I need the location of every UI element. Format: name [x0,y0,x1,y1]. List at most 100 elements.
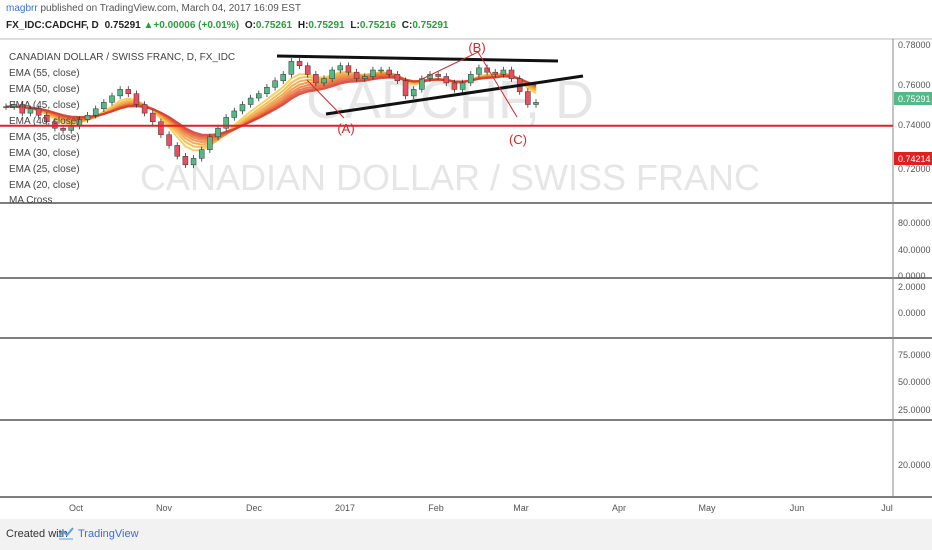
last-price-label: 0.75291 [898,94,931,104]
indicator-label-ema45[interactable]: EMA (45, close) [9,100,80,111]
candle-body [158,121,164,135]
indicator-label-ema40[interactable]: EMA (40, close) [9,116,80,127]
close-value: 0.75291 [412,20,449,31]
sub3-tick-50: 50.0000 [898,377,931,387]
candle-body [459,82,466,90]
annotation-c: (C) [509,132,527,147]
upper-trendline[interactable] [276,54,559,63]
candle-body [386,69,392,75]
level-badge [894,152,932,165]
candle-body [313,74,319,84]
candle-body [35,108,42,116]
publish-line: magbrr published on TradingView.com, Mar… [6,3,301,14]
candle-body [345,65,352,73]
indicator-label-ema35[interactable]: EMA (35, close) [9,132,80,143]
candle-body [223,117,229,129]
sub4-tick-20: 20.0000 [898,460,931,470]
indicator-label-ema30[interactable]: EMA (30, close) [9,148,80,159]
close-label: C: [401,20,413,31]
candle-body [378,69,384,72]
change-value: +0.00006 (+0.01%) [153,20,240,31]
candle-body [125,89,132,94]
candle-body [182,155,189,166]
candles [3,58,539,169]
annotation-b: (B) [468,40,485,55]
price-tick-072: 0.72000 [898,164,931,174]
candle-body [476,67,482,75]
candle-body [231,110,238,118]
candle-body [272,80,278,88]
candle-body [288,61,295,75]
indicator-label-ema55[interactable]: EMA (55, close) [9,68,80,79]
candle-body [117,89,123,97]
indicator-label-ema25[interactable]: EMA (25, close) [9,164,80,175]
price-tick-074: 0.74000 [898,120,931,130]
footer-created-with: Created with [6,528,68,540]
symbol-label: FX_IDC:CADCHF, D [6,20,99,31]
candle-body [174,145,180,157]
pane-title: CANADIAN DOLLAR / SWISS FRANC, D, FX_IDC [9,52,235,63]
annotation-a: (A) [337,121,354,136]
candle-body [198,149,205,159]
candle-body [329,69,335,79]
price-tick-076: 0.76000 [898,80,931,90]
time-label-oct: Oct [69,503,84,513]
wave-a-line [306,79,345,119]
candle-body [3,106,9,108]
candle-body [410,89,417,97]
candle-body [280,74,286,82]
candle-body [133,93,140,105]
candle-body [27,108,34,114]
candle-body [533,102,539,105]
candle-body [215,127,221,138]
candle-body [402,80,409,97]
time-label-feb: Feb [428,503,444,513]
open-value: 0.75261 [255,20,293,31]
sub3-tick-25: 25.0000 [898,405,931,415]
candle-body [247,97,254,105]
last-price: 0.75291 [104,20,141,31]
time-label-may: May [698,503,716,513]
author-link[interactable]: magbrr [6,3,38,14]
sub1-tick-80: 80.0000 [898,218,931,228]
candle-body [11,104,17,107]
indicator-label-ema50[interactable]: EMA (50, close) [9,84,80,95]
publish-text: published on TradingView.com, March 04, … [40,3,302,14]
candle-body [190,158,197,166]
footer-brand[interactable]: TradingView [78,528,139,540]
header-bar: magbrr published on TradingView.com, Mar… [0,0,932,38]
tradingview-logo-icon[interactable] [58,526,74,540]
candle-body [304,65,311,75]
candle-body [525,91,531,105]
candle-body [84,115,91,120]
high-label: H: [297,20,309,31]
sub1-tick-40: 40.0000 [898,245,931,255]
candle-body [239,104,246,112]
last-price-badge [894,92,932,105]
candle-body [264,87,270,94]
time-label-mar: Mar [513,503,529,513]
ohlc-line: FX_IDC:CADCHF, D 0.75291 ▲+0.00006 (+0.0… [6,20,448,31]
time-label-jul: Jul [881,503,893,513]
candle-body [19,104,26,114]
candle-body [92,108,99,116]
time-label-apr: Apr [612,503,626,513]
low-label: L: [350,20,360,31]
watermark-name: CANADIAN DOLLAR / SWISS FRANC [140,157,760,198]
candle-body [443,76,450,84]
high-value: 0.75291 [308,20,345,31]
candle-body [296,61,303,66]
candle-body [508,69,515,79]
change-up-icon: ▲ [143,20,154,31]
wave-b-c-line [419,51,518,118]
candle-body [256,93,262,99]
indicator-label-ma-cross[interactable]: MA Cross [9,195,52,206]
sub2-tick-0: 0.0000 [898,308,926,318]
indicator-label-ema20[interactable]: EMA (20, close) [9,180,80,191]
candle-body [370,69,376,77]
candle-body [353,71,360,79]
lower-trendline[interactable] [325,74,584,116]
candle-body [60,127,66,131]
level-label: 0.74214 [898,154,931,164]
candle-body [435,74,441,77]
